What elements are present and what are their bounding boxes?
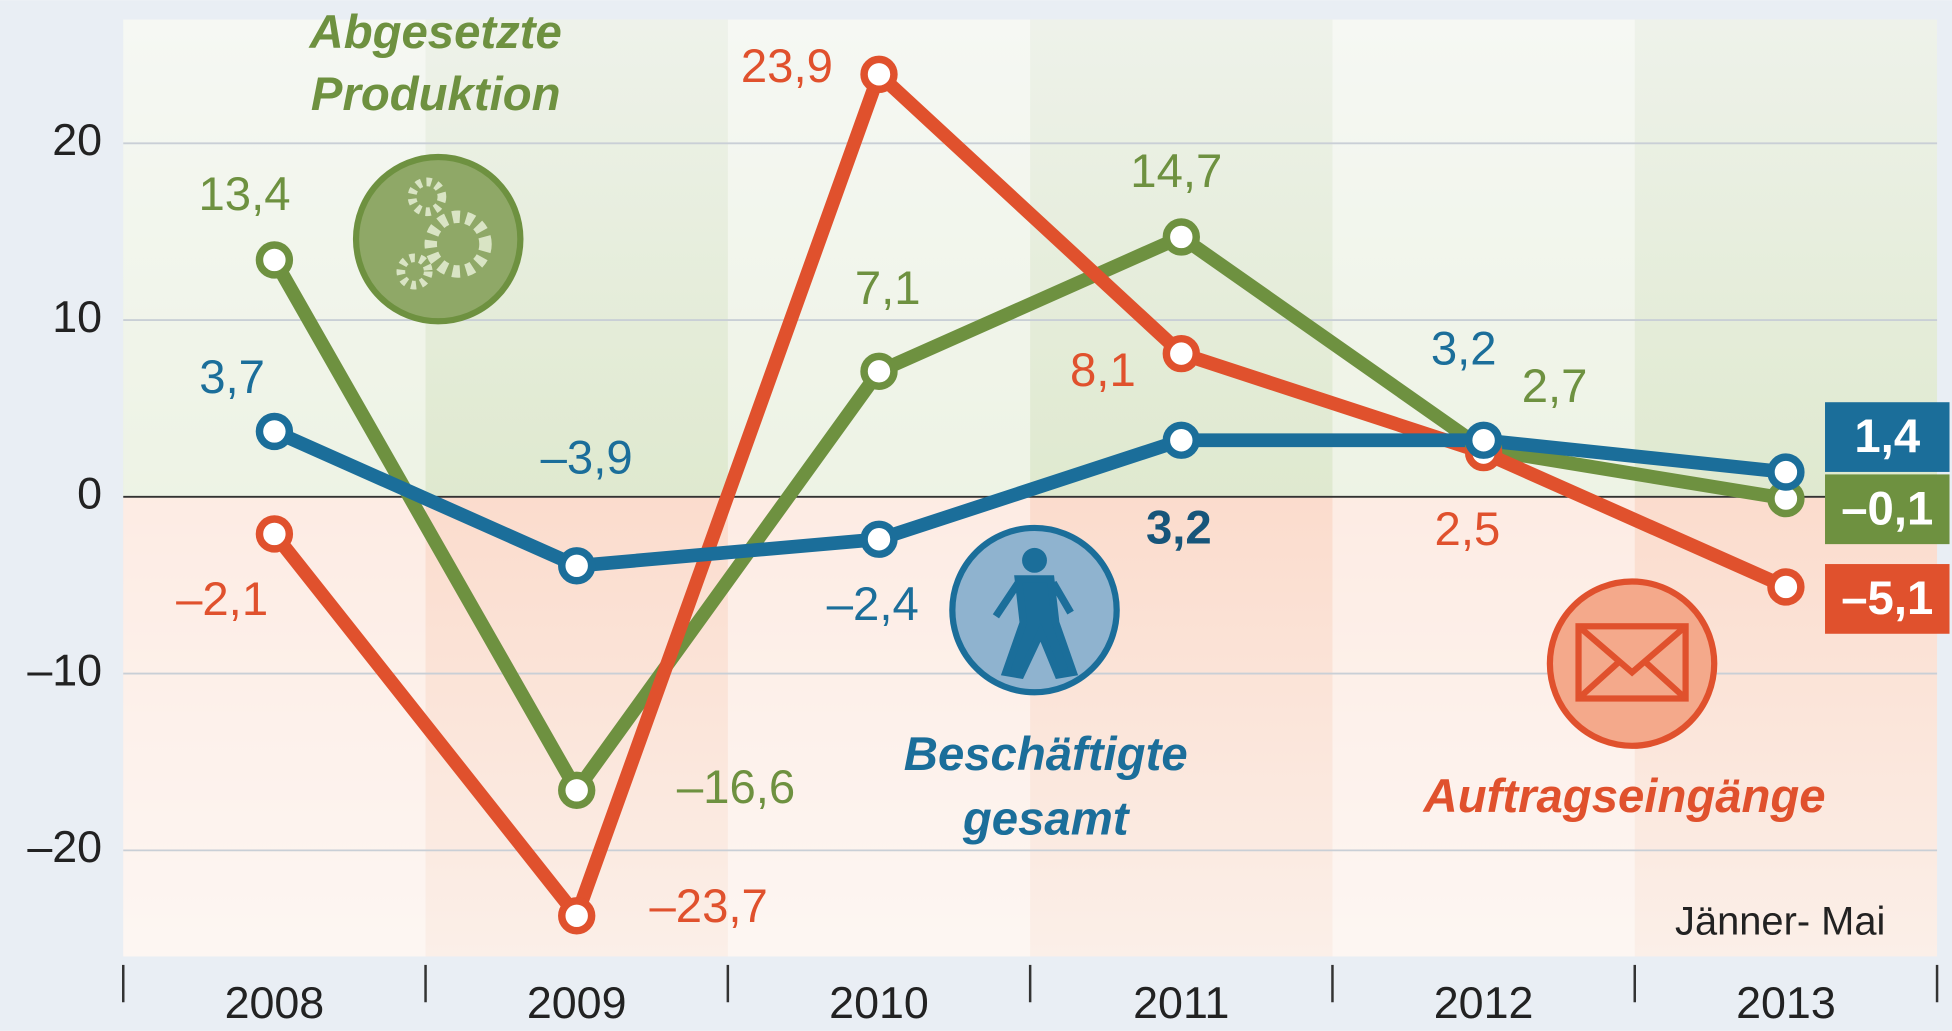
plot-background [123, 19, 1938, 957]
point [558, 771, 596, 809]
value-label: 3,7 [199, 351, 265, 404]
value-label: –2,1 [176, 573, 268, 626]
annotation: Jänner- Mai [1675, 899, 1885, 943]
point [255, 515, 294, 553]
walker-icon [949, 524, 1120, 696]
series-name-line: Produktion [311, 68, 561, 121]
x-tick-label: 2010 [829, 978, 929, 1028]
point [860, 55, 898, 94]
y-tick-label: –10 [27, 645, 102, 695]
y-tick-label: –20 [27, 822, 102, 872]
point [1464, 421, 1503, 459]
value-box [1825, 474, 1950, 545]
gear-icon [352, 153, 524, 325]
point [255, 241, 294, 279]
value-box [1825, 402, 1950, 472]
x-tick-label: 2012 [1434, 978, 1534, 1028]
value-label: –5,1 [1841, 572, 1933, 625]
value-label: 3,2 [1146, 502, 1212, 555]
x-tick-label: 2011 [1133, 978, 1229, 1028]
point [1767, 453, 1805, 491]
y-tick-label: 0 [77, 469, 102, 519]
value-label: 2,5 [1435, 503, 1501, 556]
series-name: Beschäftigte gesamt [904, 728, 1188, 846]
point [1162, 334, 1200, 373]
series-name: Abgesetzte Produktion [309, 5, 562, 120]
value-label: –23,7 [649, 880, 767, 933]
value-label: 3,2 [1431, 322, 1497, 375]
point [1162, 218, 1200, 256]
value-label: –0,1 [1841, 482, 1933, 535]
value-label: –2,4 [827, 578, 919, 631]
point [860, 352, 898, 390]
value-label: –16,6 [677, 761, 795, 814]
point [558, 897, 596, 935]
point [558, 547, 596, 585]
point [860, 520, 898, 558]
column-band [123, 19, 426, 957]
x-tick-label: 2008 [225, 978, 325, 1028]
value-label: 7,1 [855, 262, 921, 315]
envelope-icon [1546, 578, 1718, 749]
grid: –20 –10 0 10 20 2008 2009 2010 2011 2012 2013 [27, 115, 1939, 1028]
marks: 13,4 –16,6 7,1 14,7 2,7 –0,1 Abgesetzte Produkt… [176, 5, 1950, 935]
value-label: 8,1 [1070, 344, 1136, 397]
y-tick-label: 20 [52, 115, 102, 165]
series-name-line: gesamt [962, 792, 1131, 845]
series-name-line: Abgesetzte [309, 5, 562, 58]
value-label: 1,4 [1854, 410, 1920, 463]
series-line [268, 230, 1788, 798]
point [1767, 568, 1805, 606]
series-name: Auftragseingänge [1423, 770, 1826, 823]
x-tick-label: 2013 [1736, 978, 1836, 1028]
value-label: 2,7 [1522, 360, 1588, 413]
value-box [1825, 564, 1950, 634]
value-label: –3,9 [541, 432, 633, 485]
value-label: 13,4 [198, 168, 290, 221]
y-tick-label: 10 [52, 292, 102, 342]
point [255, 412, 294, 451]
series-line [271, 425, 1787, 573]
series-line [269, 67, 1789, 923]
x-tick-label: 2009 [527, 978, 627, 1028]
value-label: 14,7 [1130, 145, 1222, 198]
point [1162, 421, 1200, 459]
series-name-line: Beschäftigte [904, 728, 1188, 781]
column-band [1332, 19, 1635, 957]
value-label: 23,9 [741, 40, 833, 93]
